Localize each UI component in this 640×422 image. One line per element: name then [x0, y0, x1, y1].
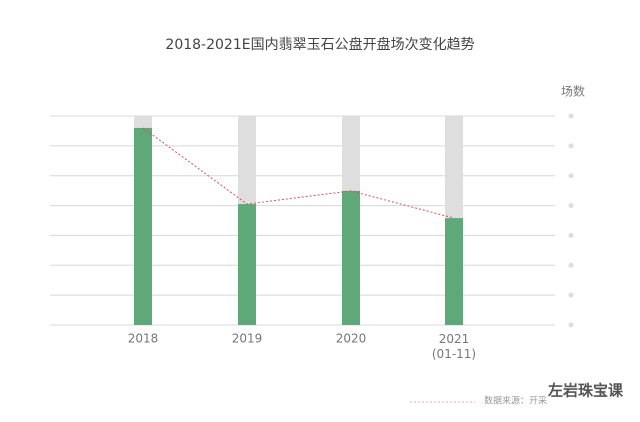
- y-tick-mark: [568, 262, 574, 268]
- y-tick-mark: [568, 203, 574, 209]
- y-tick-mark: [568, 143, 574, 149]
- bar: [238, 204, 256, 325]
- y-tick-mark: [568, 113, 574, 119]
- bar: [342, 190, 360, 325]
- y-axis-label: 场数: [561, 84, 585, 99]
- y-tick-mark: [568, 232, 574, 238]
- bar: [134, 127, 152, 325]
- y-tick-mark: [568, 292, 574, 298]
- y-tick-mark: [568, 322, 574, 328]
- watermark: 左岩珠宝课: [547, 382, 624, 400]
- x-tick-label: 2018: [128, 332, 159, 346]
- y-tick-mark: [568, 173, 574, 179]
- chart-title: 2018-2021E国内翡翠玉石公盘开盘场次变化趋势: [165, 36, 474, 53]
- x-tick-label: 2020: [336, 332, 367, 346]
- x-tick-label: 2021 (01-11): [432, 332, 476, 361]
- source: 数据来源：开采: [484, 395, 547, 407]
- x-tick-label: 2019: [232, 332, 263, 346]
- trend-line: [142, 127, 455, 219]
- bar: [445, 218, 463, 325]
